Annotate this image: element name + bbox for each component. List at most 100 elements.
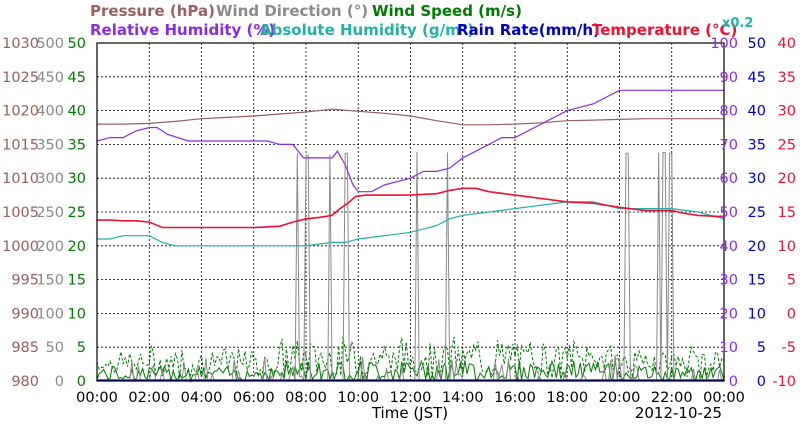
relative_humidity-tick-label: 100	[710, 36, 738, 52]
wind-speed-line	[96, 359, 725, 383]
relative_humidity-tick-label: 30	[720, 273, 738, 289]
pressure-tick-label: 1010	[2, 171, 39, 187]
x-axis-label: Time (JST)	[371, 404, 448, 422]
legend-temperature: Temperature (°C)	[592, 21, 737, 39]
relative_humidity-tick-label: 60	[720, 171, 738, 187]
x-tick-label: 14:00	[442, 390, 484, 406]
legend-relative-humidity: Relative Humidity (%)	[90, 21, 275, 39]
wind_direction-tick-label: 400	[36, 104, 64, 120]
x-tick-label: 02:00	[128, 390, 170, 406]
x-tick-label: 18:00	[546, 390, 588, 406]
wind_speed-tick-label: 0	[77, 374, 86, 390]
temperature-tick-label: 35	[778, 70, 796, 86]
temperature-tick-label: 25	[778, 137, 796, 153]
relative_humidity-tick-label: 0	[729, 374, 738, 390]
x-tick-label: 04:00	[181, 390, 223, 406]
x-tick-label: 08:00	[285, 390, 327, 406]
wind-direction-line	[97, 151, 724, 383]
x-tick-label: 10:00	[337, 390, 379, 406]
series-layer	[96, 89, 725, 383]
wind_direction-tick-label: 150	[36, 273, 64, 289]
pressure-tick-label: 1030	[2, 36, 39, 52]
legend-absolute-humidity: Absolute Humidity (g/m³)	[260, 21, 474, 39]
wind_speed-tick-label: 30	[68, 171, 86, 187]
temperature-tick-label: -10	[772, 374, 796, 390]
wind_direction-tick-label: 450	[36, 70, 64, 86]
pressure-tick-label: 1015	[2, 137, 39, 153]
rain_rate-tick-label: 5	[757, 340, 766, 356]
x-tick-label: 16:00	[494, 390, 536, 406]
wind_direction-tick-label: 50	[46, 340, 64, 356]
relative_humidity-tick-label: 70	[720, 137, 738, 153]
pressure-tick-label: 1025	[2, 70, 39, 86]
wind_speed-tick-label: 25	[68, 205, 86, 221]
wind_direction-tick-label: 300	[36, 171, 64, 187]
x-tick-label: 20:00	[599, 390, 641, 406]
pressure-tick-label: 1000	[2, 239, 39, 255]
relative-humidity-line	[96, 89, 724, 193]
pressure-tick-label: 995	[11, 273, 39, 289]
rain_rate-tick-label: 10	[748, 306, 766, 322]
pressure-line	[97, 108, 724, 126]
x-tick-label: 22:00	[651, 390, 693, 406]
wind_speed-tick-label: 15	[68, 273, 86, 289]
pressure-tick-label: 990	[11, 306, 39, 322]
rain_rate-tick-label: 30	[748, 171, 766, 187]
absolute-humidity-line	[97, 201, 725, 247]
x-tick-label: 12:00	[390, 390, 432, 406]
legend-wind-direction: Wind Direction (°)	[216, 2, 368, 20]
pressure-tick-label: 1020	[2, 104, 39, 120]
wind_speed-tick-label: 5	[77, 340, 86, 356]
x-tick-label: 06:00	[233, 390, 275, 406]
temperature-tick-label: 0	[787, 306, 796, 322]
rain_rate-tick-label: 0	[757, 374, 766, 390]
wind_direction-tick-label: 0	[55, 374, 64, 390]
wind_direction-tick-label: 250	[36, 205, 64, 221]
wind_direction-tick-label: 500	[36, 36, 64, 52]
temperature-line	[97, 187, 725, 229]
wind_speed-tick-label: 45	[68, 70, 86, 86]
scale-note: x0.2	[722, 16, 753, 31]
wind_direction-tick-label: 200	[36, 239, 64, 255]
wind_speed-tick-label: 40	[68, 104, 86, 120]
temperature-tick-label: 40	[778, 36, 796, 52]
rain_rate-tick-label: 40	[748, 104, 766, 120]
rain_rate-tick-label: 35	[748, 137, 766, 153]
plot-frame	[96, 42, 725, 382]
legend-wind-speed: Wind Speed (m/s)	[372, 2, 522, 20]
wind_direction-tick-label: 350	[36, 137, 64, 153]
temperature-tick-label: 30	[778, 104, 796, 120]
x-tick-label: 00:00	[703, 390, 745, 406]
relative_humidity-tick-label: 90	[720, 70, 738, 86]
rain_rate-tick-label: 20	[748, 239, 766, 255]
relative_humidity-tick-label: 20	[720, 306, 738, 322]
temperature-tick-label: 15	[778, 205, 796, 221]
legend-rain-rate: Rain Rate(mm/h)	[457, 21, 600, 39]
rain_rate-tick-label: 15	[748, 273, 766, 289]
temperature-tick-label: -5	[782, 340, 796, 356]
relative_humidity-tick-label: 80	[720, 104, 738, 120]
legend: Pressure (hPa) Wind Direction (°) Wind S…	[90, 2, 753, 39]
pressure-tick-label: 985	[11, 340, 39, 356]
wind_speed-tick-label: 10	[68, 306, 86, 322]
relative_humidity-tick-label: 10	[720, 340, 738, 356]
temperature-tick-label: 5	[787, 273, 796, 289]
relative_humidity-tick-label: 50	[720, 205, 738, 221]
rain_rate-tick-label: 50	[748, 36, 766, 52]
wind_speed-tick-label: 20	[68, 239, 86, 255]
temperature-tick-label: 10	[778, 239, 796, 255]
x-tick-label: 00:00	[76, 390, 118, 406]
wind_direction-tick-label: 100	[36, 306, 64, 322]
rain_rate-tick-label: 25	[748, 205, 766, 221]
wind-speed-gust-line	[96, 336, 725, 381]
relative_humidity-tick-label: 40	[720, 239, 738, 255]
axis-labels: 9809859909951000100510101015102010251030…	[2, 36, 796, 406]
temperature-tick-label: 20	[778, 171, 796, 187]
date-label: 2012-10-25	[635, 404, 722, 422]
pressure-tick-label: 1005	[2, 205, 39, 221]
pressure-tick-label: 980	[11, 374, 39, 390]
wind_speed-tick-label: 35	[68, 137, 86, 153]
wind_speed-tick-label: 50	[68, 36, 86, 52]
rain_rate-tick-label: 45	[748, 70, 766, 86]
